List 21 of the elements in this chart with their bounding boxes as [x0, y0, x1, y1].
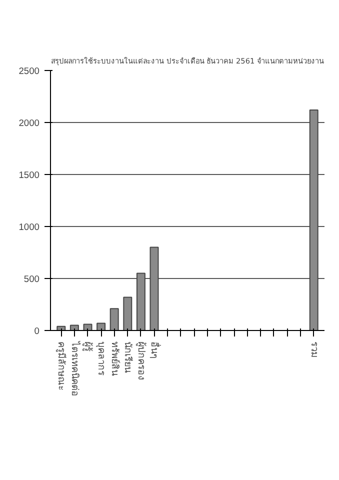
x-tick-label: นักเรียน [122, 342, 134, 374]
y-tick-label: 1500 [18, 170, 40, 180]
bar [136, 272, 146, 330]
bar [309, 110, 318, 330]
bar [123, 296, 132, 330]
x-tick-label: รวม [308, 342, 320, 358]
y-tick-label: 0 [34, 326, 40, 336]
x-tick-label: ผู้รู้ [82, 342, 94, 352]
x-tick-label: ผู้ปกครอง [135, 342, 146, 380]
x-tick-label: อื่นๆ [148, 342, 162, 358]
x-tick-label: ครูมีลักษณะ [56, 342, 68, 390]
y-tick-label: 1000 [18, 222, 40, 232]
bar [96, 322, 106, 330]
y-tick-label: 2000 [18, 118, 40, 128]
y-tick-label: 500 [24, 274, 40, 284]
bar [150, 246, 159, 330]
x-tick-label: ไตรเทคนิคต่อ [68, 340, 81, 396]
bar [110, 308, 119, 330]
x-tick-label: บุคลากร [96, 342, 107, 376]
y-tick-label: 2500 [18, 66, 40, 76]
x-tick-label: ทรัพย์สิน [108, 342, 121, 376]
